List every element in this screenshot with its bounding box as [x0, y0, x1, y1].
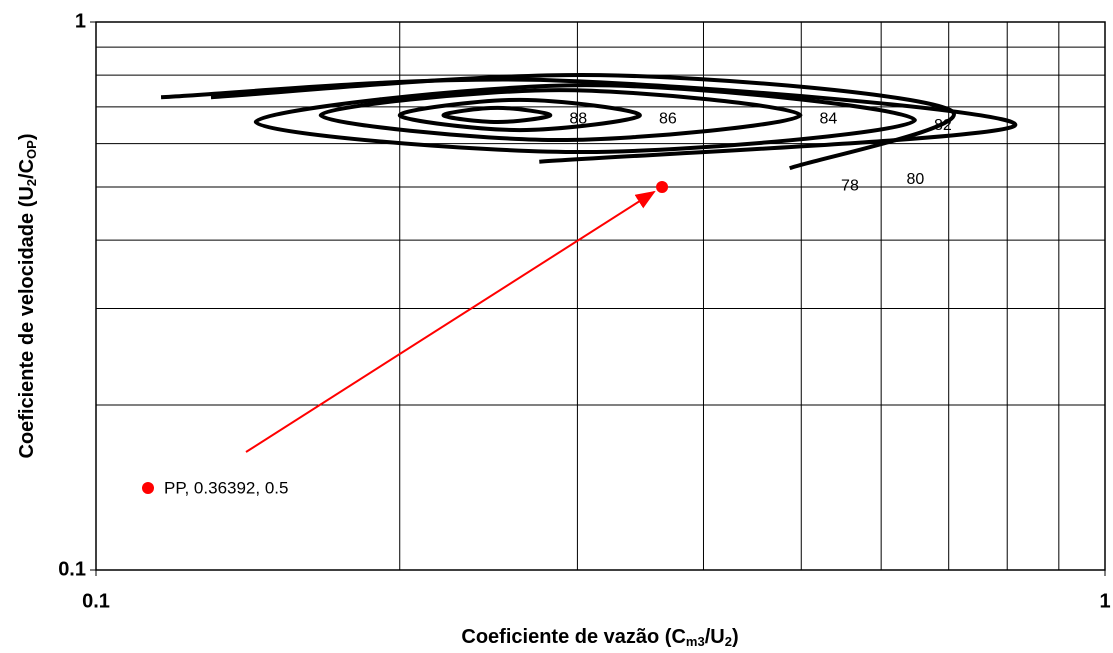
contour-line — [160, 77, 1018, 164]
contour-label: 86 — [659, 110, 677, 127]
y_label-part: /C — [16, 159, 38, 179]
y_label-part: ) — [16, 134, 38, 141]
x_label-part: Coeficiente de vazão (C — [461, 626, 686, 648]
contour-line — [253, 83, 917, 155]
contour-line — [397, 97, 642, 133]
contour-label: 88 — [569, 110, 587, 127]
x-axis-title: Coeficiente de vazão (Cm3/U2) — [461, 626, 738, 649]
y-tick-label: 1 — [75, 10, 86, 32]
y_label-part: 2 — [24, 179, 39, 186]
annotation: PP, 0.36392, 0.5 — [164, 478, 288, 497]
y-tick-label: 0.1 — [58, 558, 86, 580]
x_label-part: ) — [732, 626, 739, 648]
annotation-arrow — [245, 190, 656, 453]
x-tick-label: 0.1 — [82, 590, 110, 612]
x_label-part: /U — [705, 626, 725, 648]
contour-label: 84 — [819, 110, 837, 127]
contour-line — [441, 105, 553, 124]
contour-line — [318, 88, 803, 143]
legend-marker — [142, 482, 154, 494]
x_label-part: 2 — [725, 634, 732, 649]
contour-line — [210, 72, 956, 171]
contour-label: 80 — [906, 171, 924, 188]
contour-label: 78 — [841, 177, 859, 194]
x-tick-label: 1 — [1099, 590, 1110, 612]
y_label-part: Coeficiente de velocidade (U — [16, 186, 38, 458]
y-axis-title: Coeficiente de velocidade (U2/COP) — [16, 134, 39, 459]
point — [656, 180, 669, 193]
x_label-part: m3 — [686, 634, 705, 649]
plot-frame — [95, 21, 1106, 571]
y_label-part: OP — [24, 140, 39, 159]
